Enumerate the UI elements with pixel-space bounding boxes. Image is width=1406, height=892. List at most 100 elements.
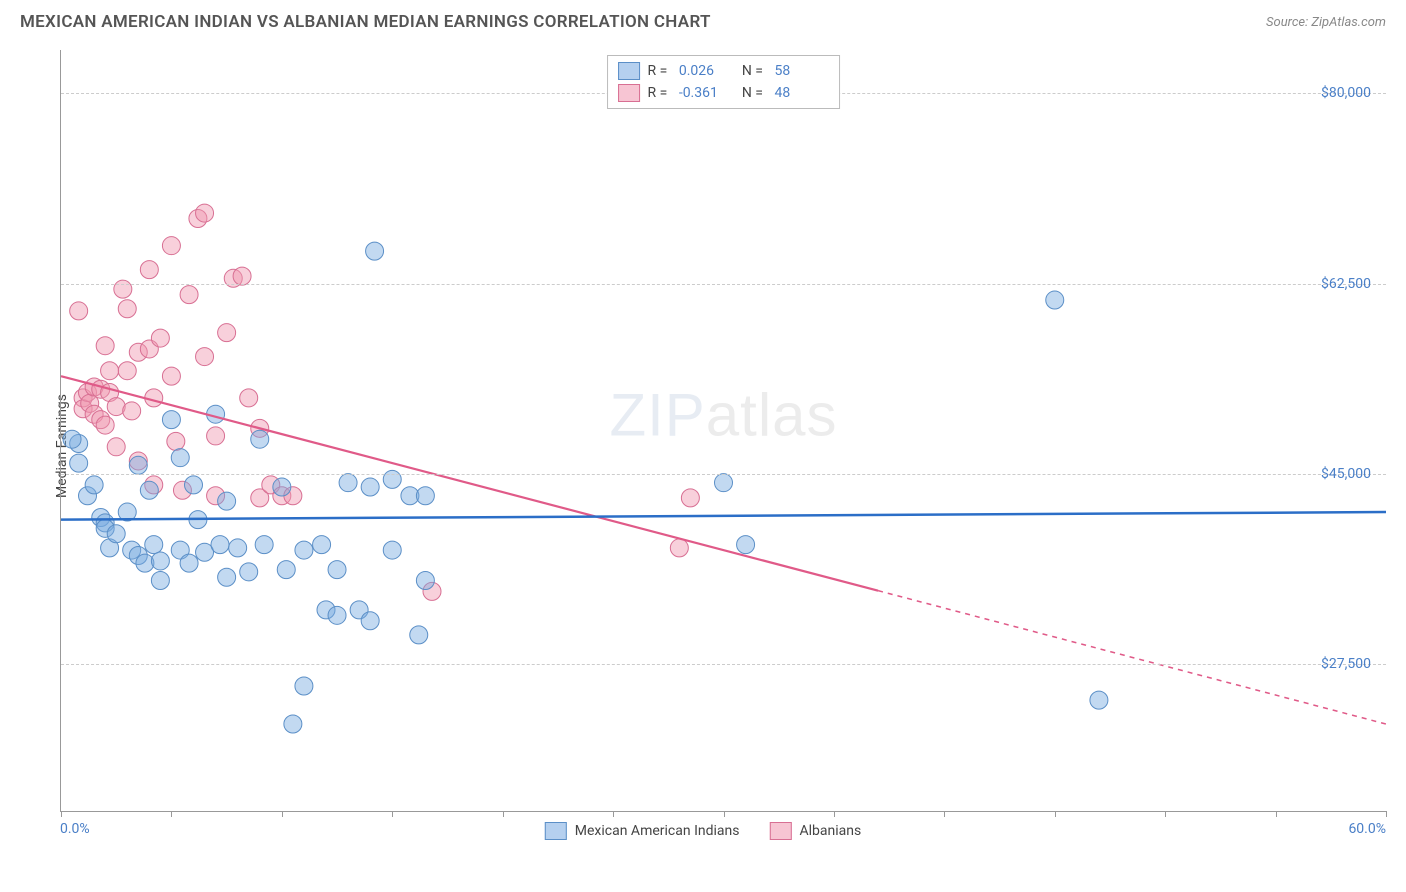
x-min-label: 0.0% (60, 821, 90, 837)
data-point (107, 525, 125, 543)
data-point (180, 554, 198, 572)
x-tick (944, 811, 945, 817)
gridline (61, 284, 1386, 285)
y-tick-label: $45,000 (1321, 466, 1371, 482)
data-point (162, 411, 180, 429)
data-point (284, 715, 302, 733)
x-tick (61, 811, 62, 817)
n-value-pink: 48 (774, 85, 829, 101)
data-point (313, 536, 331, 554)
data-point (681, 489, 699, 507)
data-point (196, 348, 214, 366)
data-point (70, 454, 88, 472)
data-point (273, 478, 291, 496)
data-point (140, 481, 158, 499)
stats-row-blue: R = 0.026 N = 58 (618, 60, 830, 82)
data-point (1090, 691, 1108, 709)
data-point (255, 536, 273, 554)
chart-title: MEXICAN AMERICAN INDIAN VS ALBANIAN MEDI… (20, 12, 711, 32)
data-point (151, 572, 169, 590)
data-point (229, 539, 247, 557)
x-tick (171, 811, 172, 817)
x-tick (834, 811, 835, 817)
x-tick (1165, 811, 1166, 817)
data-point (162, 367, 180, 385)
r-value-pink: -0.361 (679, 85, 734, 101)
data-point (218, 492, 236, 510)
data-point (145, 536, 163, 554)
data-point (171, 449, 189, 467)
y-tick-label: $27,500 (1321, 656, 1371, 672)
swatch-blue-bottom (545, 822, 567, 840)
gridline (61, 474, 1386, 475)
data-point (339, 474, 357, 492)
data-point (366, 242, 384, 260)
x-tick (282, 811, 283, 817)
chart-container: Median Earnings ZIPatlas R = 0.026 N = 5… (20, 50, 1386, 842)
data-point (207, 427, 225, 445)
data-point (101, 362, 119, 380)
data-point (85, 476, 103, 494)
swatch-pink (618, 84, 640, 102)
data-point (180, 286, 198, 304)
data-point (218, 568, 236, 586)
data-point (1046, 291, 1064, 309)
data-point (140, 261, 158, 279)
data-point (240, 563, 258, 581)
swatch-blue (618, 62, 640, 80)
data-point (151, 552, 169, 570)
data-point (328, 561, 346, 579)
data-point (361, 478, 379, 496)
legend-item-blue: Mexican American Indians (545, 822, 740, 840)
stats-row-pink: R = -0.361 N = 48 (618, 82, 830, 104)
x-max-label: 60.0% (1348, 821, 1386, 837)
trend-line-extrapolated (878, 591, 1386, 724)
data-point (107, 438, 125, 456)
data-point (670, 539, 688, 557)
x-tick (1055, 811, 1056, 817)
series-name-pink: Albanians (799, 823, 861, 839)
data-point (715, 474, 733, 492)
gridline (61, 664, 1386, 665)
trend-line (61, 512, 1386, 520)
data-point (416, 572, 434, 590)
data-point (251, 430, 269, 448)
data-point (129, 456, 147, 474)
data-point (233, 267, 251, 285)
data-point (737, 536, 755, 554)
data-point (63, 430, 81, 448)
swatch-pink-bottom (769, 822, 791, 840)
x-tick (392, 811, 393, 817)
data-point (167, 432, 185, 450)
series-name-blue: Mexican American Indians (575, 823, 740, 839)
source-label: Source: ZipAtlas.com (1266, 15, 1386, 30)
data-point (383, 541, 401, 559)
data-point (277, 561, 295, 579)
x-tick (724, 811, 725, 817)
data-point (151, 329, 169, 347)
y-tick-label: $80,000 (1321, 85, 1371, 101)
data-point (211, 536, 229, 554)
r-value-blue: 0.026 (679, 63, 734, 79)
data-point (240, 389, 258, 407)
plot-area: ZIPatlas R = 0.026 N = 58 R = -0.361 N =… (60, 50, 1386, 812)
plot-svg (61, 50, 1386, 811)
data-point (196, 204, 214, 222)
x-tick (613, 811, 614, 817)
x-tick (503, 811, 504, 817)
data-point (162, 237, 180, 255)
data-point (185, 476, 203, 494)
data-point (118, 362, 136, 380)
data-point (410, 626, 428, 644)
data-point (96, 337, 114, 355)
n-value-blue: 58 (774, 63, 829, 79)
stats-legend: R = 0.026 N = 58 R = -0.361 N = 48 (607, 55, 841, 109)
x-tick (1276, 811, 1277, 817)
data-point (328, 606, 346, 624)
series-legend: Mexican American Indians Albanians (545, 822, 861, 840)
legend-item-pink: Albanians (769, 822, 861, 840)
data-point (295, 677, 313, 695)
data-point (218, 324, 236, 342)
data-point (361, 612, 379, 630)
x-tick (1386, 811, 1387, 817)
